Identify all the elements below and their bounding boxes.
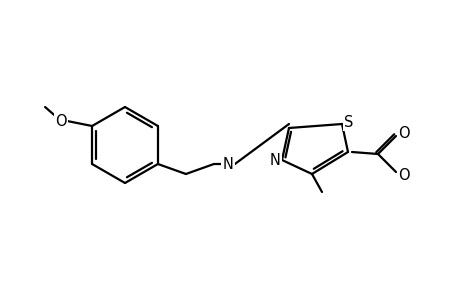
Text: S: S bbox=[344, 115, 353, 130]
Text: O: O bbox=[55, 113, 67, 128]
Text: N: N bbox=[269, 152, 280, 167]
Text: O: O bbox=[397, 125, 409, 140]
Text: N: N bbox=[222, 157, 233, 172]
Text: O: O bbox=[397, 167, 409, 182]
